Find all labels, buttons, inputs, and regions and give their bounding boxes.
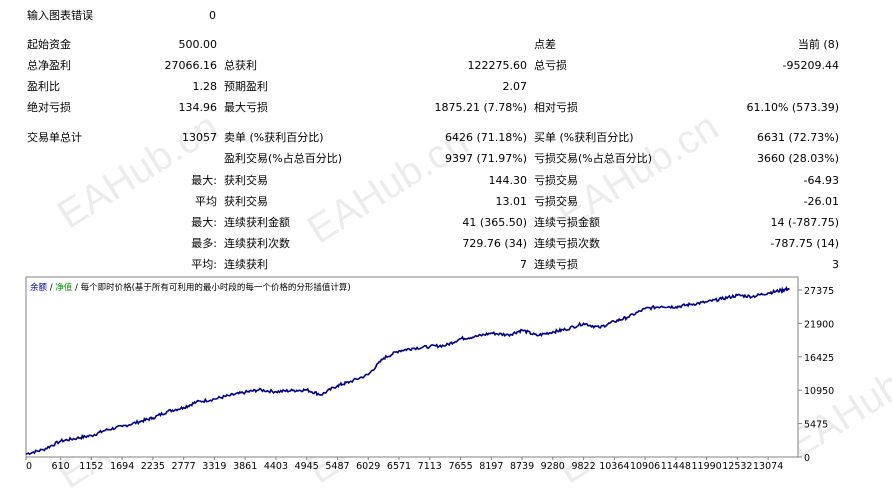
report-cell-c3l: 亏损交易(%占总百分比) bbox=[534, 152, 653, 165]
report-cell-c3l: 连续亏损次数 bbox=[534, 237, 600, 250]
x-tick-label: 2777 bbox=[172, 461, 196, 472]
y-tick-label: 27375 bbox=[804, 286, 834, 297]
y-tick-label: 10950 bbox=[804, 386, 834, 397]
report-cell-c1l: 起始资金 bbox=[27, 38, 71, 51]
report-cell-c1v: 1.28 bbox=[192, 80, 218, 93]
report-cell-c2l: 连续获利 bbox=[224, 258, 268, 271]
report-cell-c2v: 6426 (71.18%) bbox=[444, 131, 527, 144]
x-tick-label: 10364 bbox=[599, 461, 629, 472]
report-cell-c2l: 总获利 bbox=[224, 59, 257, 72]
x-tick-label: 3319 bbox=[202, 461, 226, 472]
legend-balance: 余额 bbox=[30, 282, 48, 293]
report-cell-c1l: 总净盈利 bbox=[27, 59, 71, 72]
y-tick-label: 5475 bbox=[804, 420, 828, 431]
input-errors-value: 0 bbox=[209, 9, 216, 22]
x-tick-label: 3861 bbox=[233, 461, 257, 472]
report-cell-c3l: 连续亏损金额 bbox=[534, 216, 600, 229]
report-cell-c3v: 6631 (72.73%) bbox=[756, 131, 839, 144]
x-tick-label: 4945 bbox=[295, 461, 319, 472]
report-cell-c3v: -95209.44 bbox=[782, 59, 839, 72]
report-cell-c2l: 连续获利次数 bbox=[224, 237, 290, 250]
report-cell-c3l: 点差 bbox=[534, 38, 556, 51]
x-tick-label: 6029 bbox=[356, 461, 380, 472]
report-cell-c3v: -26.01 bbox=[803, 195, 839, 208]
report-cell-c2v: 9397 (71.97%) bbox=[444, 152, 527, 165]
legend-equity: 净值 bbox=[55, 282, 73, 293]
report-cell-c3v: 3 bbox=[832, 258, 839, 271]
report-cell-c2v: 122275.60 bbox=[467, 59, 528, 72]
report-cell-c2l: 连续获利金额 bbox=[224, 216, 290, 229]
x-tick-label: 5487 bbox=[325, 461, 349, 472]
report-cell-c3v: 61.10% (573.39) bbox=[746, 101, 839, 114]
x-tick-label: 4403 bbox=[264, 461, 288, 472]
report-cell-c2l: 最大亏损 bbox=[224, 101, 268, 114]
report-cell-c3v: -64.93 bbox=[803, 174, 839, 187]
x-tick-label: 0 bbox=[26, 461, 32, 472]
y-tick-label: 21900 bbox=[804, 319, 834, 330]
y-tick-label: 16425 bbox=[804, 353, 834, 364]
x-tick-label: 1152 bbox=[79, 461, 103, 472]
x-tick-label: 8739 bbox=[510, 461, 534, 472]
report-cell-c1v: 最大: bbox=[191, 216, 217, 229]
x-tick-label: 7655 bbox=[448, 461, 472, 472]
legend-mode: 每个即时价格(基于所有可利用的最小时段的每一个价格的分形插值计算) bbox=[81, 282, 351, 293]
x-tick-label: 11448 bbox=[661, 461, 691, 472]
x-tick-label: 13074 bbox=[753, 461, 783, 472]
input-errors-label: 输入图表错误 bbox=[27, 9, 93, 22]
report-cell-c1v: 最大: bbox=[191, 174, 217, 187]
x-tick-label: 9822 bbox=[571, 461, 595, 472]
report-cell-c1v: 500.00 bbox=[178, 38, 218, 51]
x-tick-label: 7113 bbox=[418, 461, 442, 472]
report-cell-c2l: 获利交易 bbox=[224, 195, 268, 208]
report-cell-c3l: 买单 (%获利百分比) bbox=[534, 131, 634, 144]
x-tick-label: 9280 bbox=[541, 461, 565, 472]
report-cell-c2l: 盈利交易(%占总百分比) bbox=[224, 152, 343, 165]
report-cell-c2v: 144.30 bbox=[488, 174, 528, 187]
chart-legend: 余额 / 净值 / 每个即时价格(基于所有可利用的最小时段的每一个价格的分形插值… bbox=[30, 282, 351, 293]
x-tick-label: 10906 bbox=[630, 461, 660, 472]
y-tick-label: 0 bbox=[804, 453, 810, 464]
report-cell-c3l: 连续亏损 bbox=[534, 258, 578, 271]
report-cell-c1v: 最多: bbox=[191, 237, 217, 250]
report-cell-c2v: 41 (365.50) bbox=[462, 216, 527, 229]
balance-chart: 余额 / 净值 / 每个即时价格(基于所有可利用的最小时段的每一个价格的分形插值… bbox=[0, 275, 892, 477]
report-cell-c3v: 当前 (8) bbox=[797, 38, 839, 51]
x-tick-label: 1694 bbox=[110, 461, 134, 472]
report-cell-c3v: -787.75 (14) bbox=[770, 237, 839, 250]
report-cell-c3l: 总亏损 bbox=[534, 59, 567, 72]
report-cell-c1l: 交易单总计 bbox=[27, 131, 82, 144]
report-cell-c1v: 13057 bbox=[182, 131, 217, 144]
balance-chart-svg: 余额 / 净值 / 每个即时价格(基于所有可利用的最小时段的每一个价格的分形插值… bbox=[25, 276, 834, 472]
legend-sep1: / bbox=[47, 283, 55, 293]
plot-area-frame bbox=[25, 276, 799, 458]
x-tick-label: 11990 bbox=[691, 461, 721, 472]
report-cell-c2l: 预期盈利 bbox=[224, 80, 268, 93]
report-cell-c3v: 14 (-787.75) bbox=[770, 216, 839, 229]
report-cell-c2l: 获利交易 bbox=[224, 174, 268, 187]
report-cell-c3v: 3660 (28.03%) bbox=[756, 152, 839, 165]
x-tick-label: 610 bbox=[52, 461, 70, 472]
balance-series-line bbox=[25, 285, 790, 456]
report-cell-c2v: 2.07 bbox=[502, 80, 528, 93]
report-cell-c2v: 729.76 (34) bbox=[462, 237, 527, 250]
x-tick-label: 2235 bbox=[141, 461, 165, 472]
report-cell-c1v: 134.96 bbox=[178, 101, 218, 114]
report-cell-c1v: 27066.16 bbox=[164, 59, 218, 72]
report-cell-c2l: 卖单 (%获利百分比) bbox=[224, 131, 324, 144]
report-cell-c1v: 平均: bbox=[191, 258, 217, 271]
report-cell-c1l: 盈利比 bbox=[27, 80, 60, 93]
legend-sep2: / bbox=[72, 283, 80, 293]
x-tick-label: 8197 bbox=[479, 461, 503, 472]
report-cell-c3l: 亏损交易 bbox=[534, 195, 578, 208]
report-cell-c1l: 绝对亏损 bbox=[27, 101, 71, 114]
report-cell-c3l: 相对亏损 bbox=[534, 101, 578, 114]
x-tick-label: 12532 bbox=[722, 461, 752, 472]
x-tick-label: 6571 bbox=[387, 461, 411, 472]
report-cell-c1v: 平均 bbox=[195, 195, 217, 208]
report-cell-c2v: 1875.21 (7.78%) bbox=[434, 101, 527, 114]
report-cell-c3l: 亏损交易 bbox=[534, 174, 578, 187]
report-cell-c2v: 7 bbox=[520, 258, 527, 271]
report-cell-c2v: 13.01 bbox=[495, 195, 528, 208]
